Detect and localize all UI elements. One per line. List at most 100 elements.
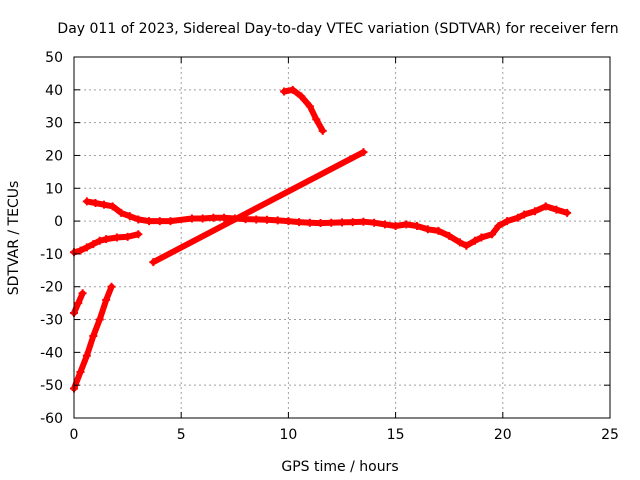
data-point [89,331,98,340]
series-high-arc [280,85,327,135]
data-point [552,205,561,214]
data-point [74,299,83,308]
y-tick-label: 50 [45,50,63,66]
data-point [503,217,512,226]
data-point [82,197,91,206]
y-axis-label: SDTVAR / TECUs [6,181,22,296]
data-point [380,220,389,229]
grid [74,57,610,418]
series-steep-arc-1 [70,282,116,393]
data-point [107,282,116,291]
data-point [155,217,164,226]
data-point [198,214,207,223]
data-point [434,226,443,235]
data-point [288,85,297,94]
data-point [187,214,196,223]
data-point [166,217,175,226]
y-tick-label: -10 [40,247,63,263]
y-tick-label: 10 [45,181,63,197]
data-point [134,215,143,224]
data-point [445,231,454,240]
y-tick-label: -50 [40,378,63,394]
data-point [370,218,379,227]
data-series [70,85,572,393]
data-point [520,210,529,219]
y-tick-label: 40 [45,83,63,99]
data-point [348,218,357,227]
data-point [530,207,539,216]
data-point [82,351,91,360]
data-point [541,202,550,211]
data-point [76,368,85,377]
series-main-band [82,197,572,250]
data-point [359,148,368,157]
data-point [100,200,109,209]
y-tick-label: 0 [54,214,63,230]
data-point [312,115,321,124]
data-point [280,87,289,96]
series-steep-arc-2 [70,289,87,317]
data-point [563,208,572,217]
data-point [488,230,497,239]
data-point [82,243,91,252]
data-point [95,315,104,324]
data-point [359,217,368,226]
data-point [95,236,104,245]
chart-title: Day 011 of 2023, Sidereal Day-to-day VTE… [57,21,618,37]
x-tick-label: 15 [387,427,405,443]
data-point [462,241,471,250]
series-trace [150,149,367,266]
axis-ticks: 0 5 10 15 20 25 -60 -50 -40 -30 -20 -10 0 10 20 30 40 50 [40,50,619,443]
data-point [470,236,479,245]
data-point [76,246,85,255]
data-point [494,222,503,231]
data-point [91,199,100,208]
data-point [117,208,126,217]
data-point [102,235,111,244]
data-point [297,92,306,101]
x-axis-label: GPS time / hours [281,459,398,475]
y-tick-label: -60 [40,411,63,427]
y-tick-label: -40 [40,345,63,361]
data-point [78,289,87,298]
series-isolated [149,148,368,267]
data-point [305,102,314,111]
x-tick-label: 0 [70,427,79,443]
y-tick-label: -30 [40,313,63,329]
data-point [134,230,143,239]
data-point [327,218,336,227]
data-point [295,218,304,227]
data-point [220,213,229,222]
y-tick-label: -20 [40,280,63,296]
data-point [125,212,134,221]
data-point [252,215,261,224]
x-tick-label: 25 [601,427,619,443]
x-tick-label: 10 [279,427,297,443]
data-point [477,233,486,242]
y-tick-label: 20 [45,148,63,164]
data-point [455,238,464,247]
data-point [423,225,432,234]
data-point [273,216,282,225]
data-point [338,218,346,227]
data-point [284,217,293,226]
data-point [123,232,132,241]
data-point [149,258,158,267]
data-point [413,222,422,231]
data-point [108,202,117,211]
data-point [316,219,325,228]
data-point [262,215,271,224]
series-lower-band [70,230,143,257]
x-tick-label: 5 [177,427,186,443]
data-point [402,220,411,229]
data-point [305,218,314,227]
data-point [112,233,121,242]
y-tick-label: 30 [45,116,63,132]
data-point [145,217,154,226]
data-point [391,222,400,231]
data-point [89,240,98,249]
plot-frame [73,56,611,419]
x-tick-label: 20 [494,427,512,443]
data-point [513,213,522,222]
